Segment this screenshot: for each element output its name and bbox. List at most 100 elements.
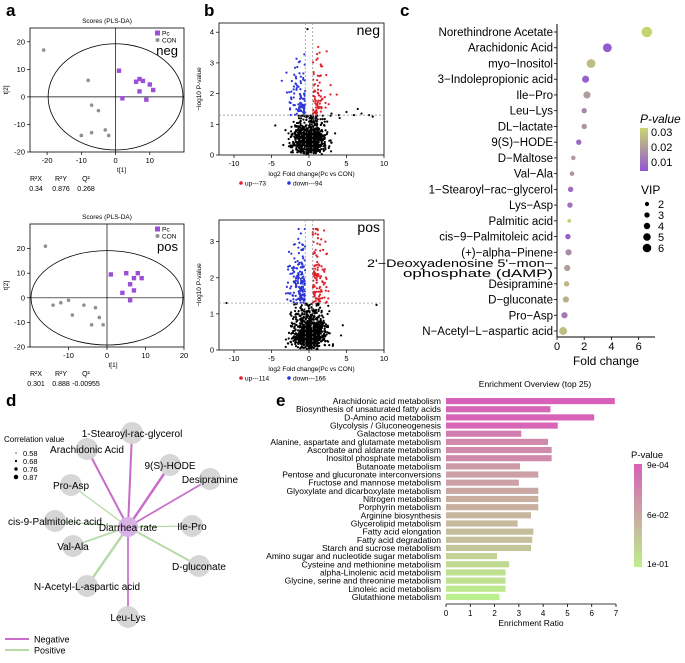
down-point bbox=[298, 72, 301, 75]
ns-point bbox=[299, 319, 302, 322]
ns-point bbox=[291, 151, 294, 154]
legend-label: down---94 bbox=[293, 181, 323, 188]
ns-point bbox=[298, 126, 302, 129]
down-point bbox=[299, 293, 302, 296]
ns-point bbox=[322, 147, 325, 151]
point-pc bbox=[120, 290, 125, 296]
metabolite-dot bbox=[561, 312, 568, 319]
ns-point bbox=[312, 346, 315, 350]
ns-point bbox=[300, 309, 303, 312]
down-point bbox=[293, 270, 296, 273]
down-point bbox=[299, 75, 302, 78]
ns-point bbox=[316, 123, 319, 127]
down-point bbox=[300, 271, 304, 274]
ns-point bbox=[294, 132, 297, 135]
ns-point bbox=[306, 320, 309, 323]
down-point bbox=[292, 96, 295, 99]
down-point bbox=[286, 292, 290, 295]
ns-point bbox=[294, 306, 297, 309]
plot-title: Scores (PLS-DA) bbox=[82, 18, 132, 25]
ns-point bbox=[301, 313, 304, 316]
ns-point bbox=[318, 328, 321, 331]
ns-point bbox=[305, 145, 308, 148]
y-axis-label: t[2] bbox=[3, 281, 10, 290]
network-edge bbox=[54, 520, 129, 528]
down-point bbox=[293, 73, 296, 76]
ns-point bbox=[320, 122, 323, 125]
ns-point bbox=[304, 345, 307, 349]
ns-point bbox=[314, 137, 318, 140]
legend-label: CON bbox=[162, 234, 177, 241]
y-tick-label: 20 bbox=[17, 37, 25, 46]
metabolite-label: DL−lactate bbox=[498, 121, 553, 133]
up-point bbox=[318, 75, 321, 78]
down-point bbox=[293, 266, 296, 270]
size-legend-dot bbox=[644, 212, 650, 218]
ns-point bbox=[295, 323, 298, 327]
outlier-point bbox=[356, 107, 359, 111]
point-con bbox=[106, 133, 111, 138]
ns-point bbox=[312, 141, 315, 144]
down-point bbox=[299, 266, 302, 269]
down-point bbox=[290, 79, 293, 83]
pathway-label: Linoleic acid metabolism bbox=[348, 584, 441, 594]
y-tick-label: -20 bbox=[14, 343, 25, 352]
network-edge bbox=[85, 526, 130, 587]
metabolite-dot bbox=[602, 43, 612, 53]
down-point bbox=[297, 246, 300, 249]
ns-point bbox=[295, 135, 298, 139]
ns-point bbox=[328, 344, 331, 347]
down-point bbox=[285, 91, 289, 94]
ns-point bbox=[306, 321, 310, 325]
ns-point bbox=[326, 120, 329, 123]
pathway-label: Cysteine and methionine metabolism bbox=[302, 559, 441, 569]
ns-point bbox=[299, 117, 303, 120]
down-point bbox=[296, 275, 299, 278]
ns-point bbox=[316, 137, 319, 140]
fold-change-dotplot-panel: Norethindrone Acetate Arachidonic Acid myo… bbox=[367, 24, 681, 368]
down-point bbox=[288, 91, 291, 94]
legend-value: 0.87 bbox=[23, 473, 38, 482]
legend-marker-con bbox=[155, 38, 160, 42]
down-point bbox=[299, 81, 303, 85]
ns-point bbox=[292, 329, 295, 333]
ns-point bbox=[310, 116, 313, 119]
x-tick-label: 0 bbox=[105, 351, 109, 360]
down-point bbox=[297, 273, 300, 276]
down-point bbox=[291, 272, 294, 275]
down-point bbox=[297, 85, 300, 88]
x-tick-label: 20 bbox=[180, 351, 188, 360]
ns-point bbox=[331, 343, 335, 346]
ns-point bbox=[300, 317, 303, 320]
up-point bbox=[323, 281, 327, 285]
enrichment-bar bbox=[446, 438, 548, 445]
ns-point bbox=[327, 146, 330, 150]
pathway-label: Fatty acid degradation bbox=[357, 535, 441, 545]
metabolite-label: D−gluconate bbox=[488, 295, 553, 307]
ns-point bbox=[322, 319, 325, 322]
ns-point bbox=[315, 323, 318, 326]
ns-point bbox=[287, 145, 291, 148]
ns-point bbox=[293, 309, 297, 313]
pathway-label: Alanine, aspartate and glutamate metabol… bbox=[270, 437, 441, 447]
ns-point bbox=[288, 141, 291, 145]
ns-point bbox=[307, 335, 310, 338]
network-edge bbox=[126, 464, 172, 528]
legend-label: up---114 bbox=[245, 376, 269, 383]
ns-point bbox=[290, 332, 293, 335]
ns-point bbox=[290, 343, 294, 346]
ns-point bbox=[308, 123, 312, 126]
enrichment-bar bbox=[446, 479, 519, 486]
enrichment-bar-panel: Enrichment Overview (top 25) Arachidonic … bbox=[266, 379, 669, 628]
network-node bbox=[76, 575, 98, 597]
ns-point bbox=[295, 336, 298, 339]
ns-point bbox=[318, 306, 322, 309]
ns-point bbox=[339, 334, 343, 337]
pathway-label: alpha-Linolenic acid metabolism bbox=[320, 567, 441, 577]
legend-value: 0.58 bbox=[23, 449, 38, 458]
ns-point bbox=[303, 313, 306, 316]
ns-point bbox=[323, 135, 326, 138]
outlier-point bbox=[352, 113, 356, 117]
ns-point bbox=[301, 328, 304, 331]
ns-point bbox=[326, 131, 329, 134]
